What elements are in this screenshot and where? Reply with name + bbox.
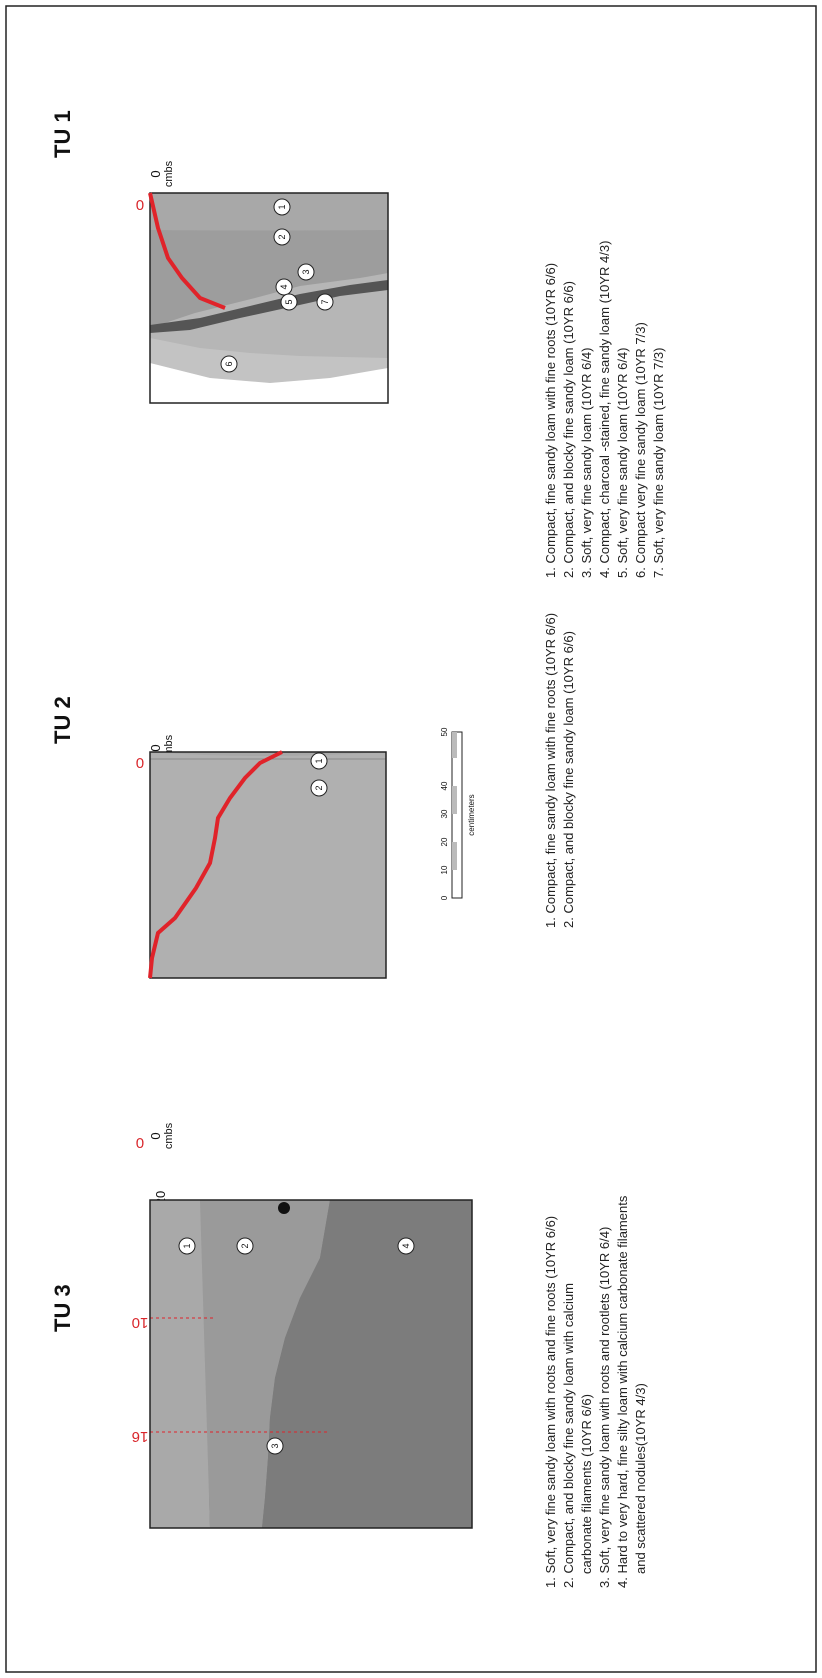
tu3-depth-tick-0: 0 (148, 1132, 163, 1139)
tu1-marker-2: 2 (277, 234, 287, 239)
tu1-legend-5: 5. Soft, very fine sandy loam (10YR 6/4) (615, 348, 630, 579)
tu1-marker-3: 3 (301, 269, 311, 274)
tu2-marker-1: 1 (314, 758, 324, 763)
tu1-marker-5: 5 (284, 299, 294, 304)
tu3-curve-label-0: 0 (136, 1134, 144, 1151)
tu1-curve-label-0: 0 (136, 196, 144, 213)
scale-tick-40: 40 (440, 781, 449, 790)
tu3-layer-markers: 1 2 3 4 (178, 1237, 415, 1455)
tu3-layer-2c (200, 1200, 330, 1528)
tu1-marker-4: 4 (279, 284, 289, 289)
tu3-marker-3: 3 (270, 1443, 280, 1448)
tu3-legend-4: 4. Hard to very hard, fine silty loam wi… (615, 1195, 630, 1588)
tu3-marker-4: 4 (401, 1243, 411, 1248)
tu1-legend-1: 1. Compact, fine sandy loam with fine ro… (543, 263, 558, 578)
scale-tick-10: 10 (440, 865, 449, 874)
tu1-depth-tick-0: 0 (148, 170, 163, 177)
tu2-layer-2 (150, 752, 386, 978)
tu2-legend-2: 2. Compact, and blocky fine sandy loam (… (561, 631, 576, 928)
tu1-profile-border (149, 192, 389, 404)
tu1-layer-4 (150, 280, 388, 333)
tu3-curve-label-10: 10 (132, 1314, 149, 1331)
tu3-legend: 1. Soft, very fine sandy loam with roots… (543, 1195, 648, 1588)
scale-unit: centimeters (467, 794, 476, 835)
scale-tick-20: 20 (440, 837, 449, 846)
tu1-section: TU 1 0 cmbs 20 40 60 0 4 1 2 3 4 5 6 7 1… (50, 110, 666, 578)
scale-tick-50: 50 (440, 727, 449, 736)
tu1-legend-3: 3. Soft, very fine sandy loam (10YR 6/4) (579, 348, 594, 579)
tu2-profile-border (149, 751, 387, 979)
tu3-depth-unit: cmbs (163, 1122, 175, 1149)
tu2-layer-markers: 1 2 (310, 752, 328, 797)
tu3-legend-2b: carbonate filaments (10YR 6/6) (579, 1394, 594, 1574)
tu1-curve (148, 192, 226, 310)
tu3-legend-3: 3. Soft, very fine sandy loam with roots… (597, 1227, 612, 1588)
scale-bar: 0 10 20 30 40 50 centimeters (440, 727, 476, 900)
tu3-layer-4b (262, 1200, 472, 1528)
tu1-legend-6: 6. Compact very fine sandy loam (10YR 7/… (633, 322, 648, 578)
tu1-depth-unit: cmbs (163, 160, 175, 187)
tu1-layer-markers: 1 2 3 4 5 6 7 (220, 198, 334, 373)
tu2-title: TU 2 (50, 696, 75, 744)
tu1-marker-1: 1 (277, 204, 287, 209)
tu3-legend-2: 2. Compact, and blocky fine sandy loam w… (561, 1283, 576, 1588)
tu2-legend: 1. Compact, fine sandy loam with fine ro… (543, 613, 576, 928)
scale-tick-0: 0 (440, 895, 449, 900)
tu2-layer-1 (150, 752, 386, 756)
tu3-curve-label-16: 16 (132, 1428, 149, 1445)
tu2-marker-2: 2 (314, 785, 324, 790)
tu3-layer-1 (150, 1200, 210, 1528)
tu2-section: TU 2 0 cmbs 20 40 60 0 9 1 2 1. Compact,… (50, 613, 576, 979)
tu1-layer-1 (150, 193, 388, 231)
tu3-legend-1: 1. Soft, very fine sandy loam with roots… (543, 1216, 558, 1588)
tu1-legend-7: 7. Soft, very fine sandy loam (10YR 7/3) (651, 348, 666, 579)
tu1-legend-4: 4. Compact, charcoal -stained, fine sand… (597, 241, 612, 578)
tu2-legend-1: 1. Compact, fine sandy loam with fine ro… (543, 613, 558, 928)
tu3-nodule (278, 1202, 290, 1214)
tu3-profile-border (149, 1199, 473, 1529)
tu1-title: TU 1 (50, 110, 75, 158)
tu2-curve (148, 750, 283, 979)
scale-tick-30: 30 (440, 809, 449, 818)
tu3-marker-2: 2 (240, 1243, 250, 1248)
tu1-legend: 1. Compact, fine sandy loam with fine ro… (543, 241, 666, 578)
tu3-title: TU 3 (50, 1284, 75, 1332)
tu3-legend-4b: and scattered nodules(10YR 4/3) (633, 1383, 648, 1574)
tu1-layer-7 (150, 363, 388, 403)
tu3-section: TU 3 0 cmbs 20 40 60 80 100 0 10 16 1 2 … (50, 1122, 648, 1588)
tu3-marker-1: 1 (182, 1243, 192, 1248)
tu1-marker-7: 7 (320, 299, 330, 304)
tu2-curve-label-0: 0 (136, 754, 144, 771)
tu2-depth-tick-0: 0 (148, 744, 163, 751)
tu1-legend-2: 2. Compact, and blocky fine sandy loam (… (561, 281, 576, 578)
tu1-marker-6: 6 (224, 361, 234, 366)
